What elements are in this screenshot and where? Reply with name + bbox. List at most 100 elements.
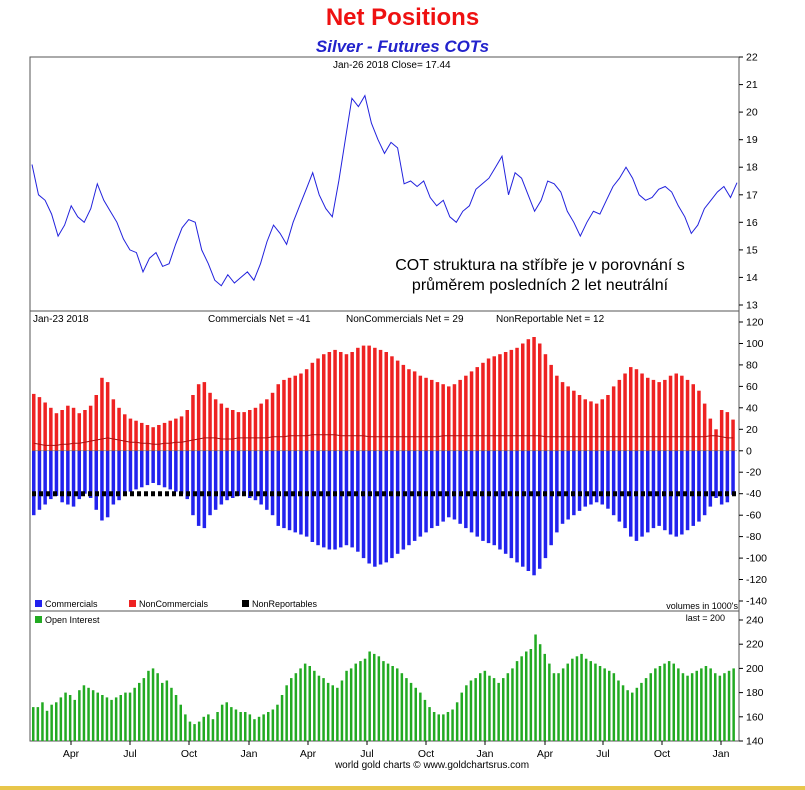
open-interest-bar	[460, 692, 463, 741]
open-interest-bar	[681, 673, 685, 741]
open-interest-bar	[377, 656, 381, 741]
open-interest-bar	[174, 695, 178, 741]
commercials-bar	[708, 450, 713, 507]
commercials-bar	[219, 450, 224, 505]
commercials-bar	[100, 450, 104, 521]
open-interest-bar	[534, 634, 537, 741]
commercials-bar	[83, 450, 87, 494]
commercials-bar	[407, 450, 411, 546]
commercials-bar	[66, 450, 70, 505]
bottom-rule	[0, 786, 805, 790]
commercials-bar	[714, 450, 718, 498]
open-interest-bar	[492, 678, 496, 741]
commercials-bar	[134, 450, 138, 490]
oi-axis-tick-label: 160	[746, 711, 764, 723]
noncommercials-bar	[572, 390, 576, 451]
noncommercials-bar	[128, 418, 133, 451]
open-interest-bar	[432, 712, 436, 741]
open-interest-bar	[414, 687, 417, 741]
noncommercials-bar	[600, 399, 604, 451]
commercials-bar	[583, 450, 587, 507]
open-interest-bar	[114, 697, 118, 741]
commercials-bar	[594, 450, 599, 503]
noncommercials-bar	[674, 373, 678, 451]
commercials-bar	[458, 450, 462, 524]
open-interest-bar	[442, 714, 445, 741]
open-interest-bar	[345, 670, 348, 741]
noncommercials-bar	[492, 356, 496, 451]
commercials-bar	[162, 450, 167, 488]
open-interest-bar	[276, 704, 279, 741]
open-interest-bar	[32, 707, 35, 741]
noncommercials-bar	[509, 349, 514, 451]
commercials-bar	[140, 450, 144, 488]
commercials-bar	[322, 450, 326, 548]
commercials-bar	[339, 450, 343, 548]
open-interest-bar	[608, 670, 611, 741]
commercials-bar	[32, 450, 36, 516]
open-interest-bar	[686, 675, 689, 741]
open-interest-bar	[727, 670, 731, 741]
open-interest-bar	[525, 651, 528, 741]
open-interest-bar	[515, 661, 519, 741]
commercials-bar	[191, 450, 195, 516]
noncommercials-bar	[526, 339, 531, 451]
commercials-bar	[532, 450, 536, 576]
noncommercials-bar	[634, 369, 639, 451]
commercials-bar	[685, 450, 690, 531]
noncommercials-bar	[242, 412, 246, 451]
noncommercials-bar	[344, 354, 349, 451]
open-interest-bar	[400, 673, 404, 741]
noncommercials-bar	[521, 343, 525, 451]
cot-bars-group	[32, 337, 737, 576]
commercials-bar	[384, 450, 388, 563]
open-interest-bar	[253, 719, 256, 741]
commercials-bar	[452, 450, 457, 520]
noncommercials-bar	[646, 377, 650, 451]
open-interest-bar	[603, 668, 606, 741]
oi-axis-tick-label: 220	[746, 639, 764, 651]
volumes-note: volumes in 1000's	[666, 601, 738, 611]
noncommercials-bar	[174, 418, 178, 451]
noncommercials-bar	[151, 427, 155, 451]
legend-nonreportables: NonReportables	[252, 599, 318, 609]
noncommercials-bar	[191, 395, 195, 451]
open-interest-bar	[151, 668, 155, 741]
open-interest-bar	[225, 702, 228, 741]
open-interest-bar	[695, 670, 698, 741]
x-axis-tick-label: Jul	[360, 748, 373, 760]
commercials-bar	[350, 450, 354, 548]
noncommercials-bar	[629, 367, 633, 451]
x-axis-tick-label: Apr	[63, 748, 80, 760]
commercials-bar	[105, 450, 110, 518]
price-series-group	[31, 94, 738, 287]
open-interest-bar	[285, 685, 288, 741]
commercials-bar	[37, 450, 42, 510]
open-interest-bar	[580, 653, 583, 741]
open-interest-bar	[654, 668, 657, 741]
x-axis-tick-label: Jul	[123, 748, 136, 760]
open-interest-bar	[552, 673, 556, 741]
oi-axis-tick-label: 180	[746, 687, 764, 699]
commercials-bar	[49, 450, 53, 500]
commercials-bar	[151, 450, 155, 483]
commercials-bar	[316, 450, 320, 546]
open-interest-bar	[216, 712, 219, 741]
oi-last-note: last = 200	[686, 613, 725, 623]
noncommercials-bar	[219, 403, 224, 451]
open-interest-bar	[299, 668, 302, 741]
open-interest-bar	[732, 668, 735, 741]
open-interest-bar	[566, 663, 569, 741]
oi-bars-group	[32, 634, 735, 742]
noncommercials-bar	[475, 367, 479, 451]
noncommercials-bar	[702, 403, 707, 451]
commercials-bar	[731, 450, 735, 495]
open-interest-bar	[294, 673, 298, 741]
legend-noncommercials: NonCommercials	[139, 599, 209, 609]
legend-swatch-noncommercials	[129, 600, 136, 607]
noncommercials-bar	[668, 375, 673, 451]
open-interest-bar	[640, 682, 643, 741]
open-interest-bar	[322, 678, 325, 741]
noncommercials-bar	[111, 399, 116, 451]
open-interest-bar	[497, 682, 500, 741]
